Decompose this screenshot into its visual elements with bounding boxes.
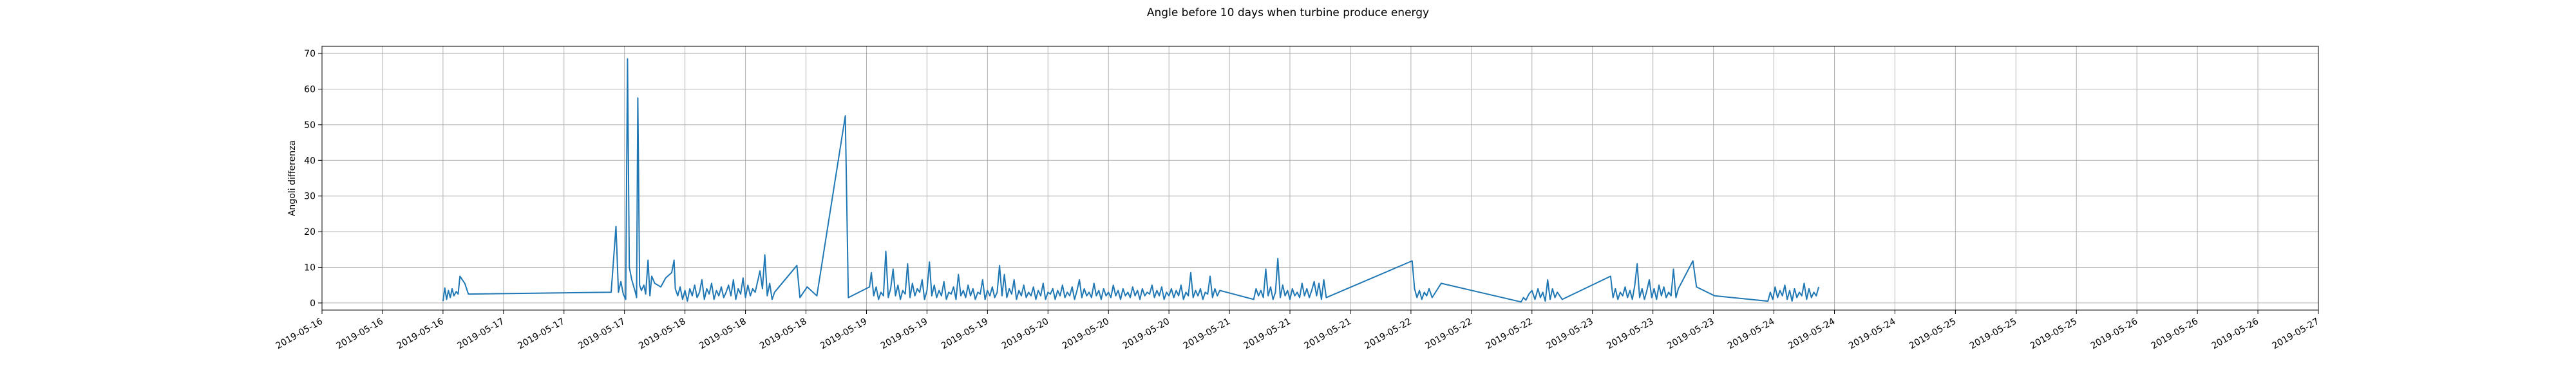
- y-tick-label: 50: [304, 120, 316, 131]
- x-tick-label: 2019-05-19: [879, 317, 929, 352]
- x-tick-label: 2019-05-26: [2089, 317, 2140, 352]
- x-tick-label: 2019-05-23: [1665, 317, 1716, 352]
- x-tick-label: 2019-05-21: [1302, 317, 1352, 352]
- x-tick-label: 2019-05-18: [637, 317, 687, 352]
- x-tick-label: 2019-05-24: [1847, 317, 1898, 352]
- y-tick-label: 30: [304, 192, 316, 202]
- x-tick-label: 2019-05-25: [1968, 317, 2018, 352]
- x-tick-label: 2019-05-18: [758, 317, 808, 352]
- x-axis: 2019-05-16 2019-05-16 2019-05-16 2019-05-17…: [274, 310, 2321, 351]
- x-tick-label: 2019-05-20: [1121, 317, 1171, 352]
- y-tick-label: 20: [304, 227, 316, 237]
- x-tick-label: 2019-05-24: [1726, 317, 1777, 352]
- x-tick-label: 2019-05-25: [2029, 317, 2079, 352]
- x-tick-label: 2019-05-22: [1363, 317, 1413, 352]
- x-tick-label: 2019-05-16: [395, 317, 446, 352]
- gridlines: [321, 46, 2319, 310]
- x-tick-label: 2019-05-26: [2210, 317, 2261, 352]
- x-tick-label: 2019-05-21: [1182, 317, 1232, 352]
- y-tick-label: 0: [310, 299, 316, 309]
- x-tick-label: 2019-05-17: [516, 317, 566, 352]
- x-tick-label: 2019-05-25: [1908, 317, 1958, 352]
- y-tick-label: 60: [304, 84, 316, 95]
- x-tick-label: 2019-05-22: [1423, 317, 1473, 352]
- y-axis-title: Angoli differenza: [287, 140, 298, 216]
- plot-frame: [321, 46, 2319, 311]
- x-tick-label: 2019-05-21: [1242, 317, 1293, 352]
- x-tick-label: 2019-05-23: [1605, 317, 1655, 352]
- y-tick-label: 70: [304, 49, 316, 59]
- x-tick-label: 2019-05-16: [274, 317, 325, 352]
- x-tick-label: 2019-05-20: [1000, 317, 1050, 352]
- x-tick-label: 2019-05-24: [1786, 317, 1837, 352]
- x-tick-label: 2019-05-19: [819, 317, 869, 352]
- x-tick-label: 2019-05-18: [697, 317, 748, 352]
- x-tick-label: 2019-05-17: [455, 317, 506, 352]
- x-tick-label: 2019-05-19: [940, 317, 990, 352]
- y-tick-label: 40: [304, 156, 316, 166]
- x-tick-label: 2019-05-23: [1544, 317, 1595, 352]
- chart-title: Angle before 10 days when turbine produc…: [1147, 6, 1429, 19]
- x-tick-label: 2019-05-20: [1061, 317, 1111, 352]
- x-tick-label: 2019-05-16: [334, 317, 385, 352]
- y-axis: 0 10 20 30 40 50 60 70: [304, 49, 322, 309]
- x-tick-label: 2019-05-27: [2271, 317, 2321, 352]
- y-tick-label: 10: [304, 263, 316, 273]
- x-tick-label: 2019-05-26: [2150, 317, 2201, 352]
- series-line: [442, 58, 1820, 303]
- x-tick-label: 2019-05-17: [576, 317, 627, 352]
- x-tick-label: 2019-05-22: [1484, 317, 1534, 352]
